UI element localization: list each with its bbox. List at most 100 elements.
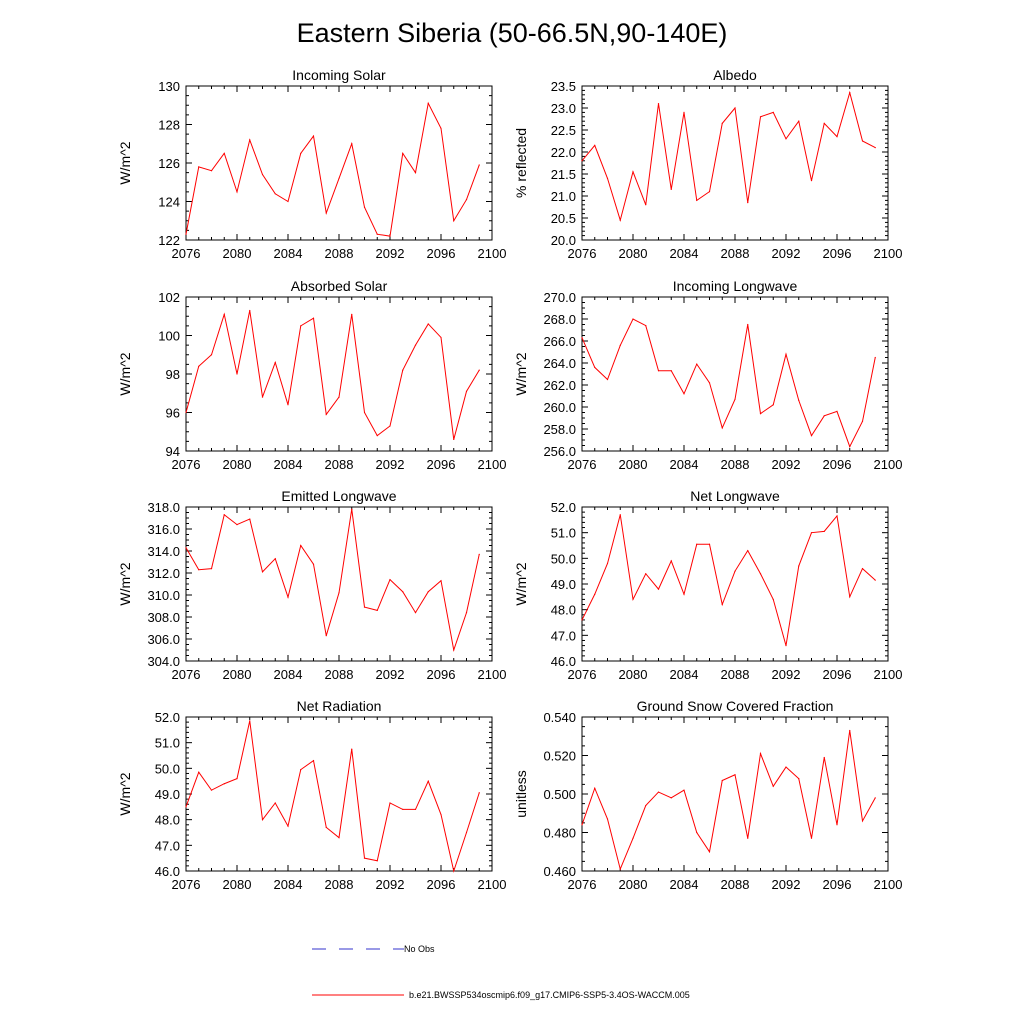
x-tick-label: 2088 — [325, 457, 354, 472]
y-tick-label: 128 — [158, 118, 180, 133]
panels: Incoming Solar W/m^2 2076 2080 2084 2088 2092 2… — [117, 67, 902, 892]
x-tick-label: 2096 — [427, 877, 456, 892]
data-point — [185, 411, 187, 414]
data-point — [453, 870, 455, 872]
x-tick-label: 2100 — [874, 667, 903, 682]
y-axis-label: W/m^2 — [117, 141, 133, 184]
data-point — [772, 598, 774, 601]
x-tick-label: 2092 — [772, 877, 801, 892]
data-point — [606, 562, 609, 565]
y-tick-label: 49.0 — [551, 577, 576, 592]
y-tick-label: 51.0 — [551, 526, 576, 541]
y-tick-label: 22.5 — [551, 123, 576, 138]
data-point — [210, 568, 213, 570]
data-point — [376, 860, 378, 862]
x-tick-label: 2080 — [223, 246, 252, 261]
data-point — [338, 177, 340, 179]
data-point — [785, 766, 787, 768]
x-tick-label: 2088 — [721, 877, 750, 892]
data-point — [185, 233, 187, 235]
y-tick-label: 316.0 — [147, 522, 180, 537]
legend-model-label: b.e21.BWSSP534oscmip6.f09_g17.CMIP6-SSP5… — [409, 990, 690, 1000]
y-tick-label: 21.5 — [551, 167, 576, 182]
data-point — [696, 831, 698, 834]
data-point — [632, 318, 634, 320]
data-point — [849, 729, 851, 732]
data-point — [670, 560, 672, 562]
y-tick-label: 266.0 — [543, 334, 576, 349]
data-point — [210, 789, 213, 791]
data-point — [261, 819, 264, 821]
data-point — [734, 107, 736, 109]
data-point — [606, 818, 609, 820]
y-tick-label: 312.0 — [147, 566, 180, 581]
y-axis-label: W/m^2 — [117, 772, 133, 815]
panel-title: Absorbed Solar — [291, 278, 388, 294]
data-point — [581, 824, 583, 826]
data-point — [785, 645, 787, 647]
data-point — [721, 427, 723, 429]
data-point — [223, 152, 225, 154]
y-tick-label: 52.0 — [551, 500, 576, 515]
data-point — [619, 868, 621, 870]
data-point — [734, 570, 736, 572]
series-line — [581, 730, 876, 871]
data-point — [198, 771, 200, 773]
data-point — [453, 438, 455, 441]
x-tick-label: 2096 — [427, 667, 456, 682]
chart-panel-3: Absorbed Solar W/m^2 2076 2080 2084 2088 2092 2… — [117, 278, 506, 472]
data-point — [223, 313, 225, 315]
data-point — [683, 393, 685, 395]
x-tick-label: 2100 — [874, 877, 903, 892]
data-point — [708, 191, 711, 193]
data-point — [836, 410, 838, 412]
x-tick-label: 2096 — [427, 457, 456, 472]
data-point — [402, 369, 404, 371]
data-point — [465, 831, 468, 834]
data-point — [696, 363, 698, 365]
y-tick-label: 260.0 — [543, 400, 576, 415]
y-tick-label: 264.0 — [543, 356, 576, 371]
data-point — [453, 220, 455, 222]
plot-frame — [581, 296, 889, 452]
panel-title: Emitted Longwave — [281, 488, 396, 504]
data-point — [198, 569, 200, 571]
data-point — [645, 804, 647, 807]
x-tick-label: 2080 — [619, 667, 648, 682]
data-point — [287, 404, 289, 406]
x-tick-label: 2096 — [427, 246, 456, 261]
data-point — [657, 370, 660, 372]
data-point — [351, 313, 353, 315]
data-point — [657, 103, 660, 105]
data-point — [338, 396, 340, 398]
data-point — [759, 116, 762, 118]
x-tick-label: 2100 — [478, 877, 507, 892]
data-point — [427, 102, 429, 104]
x-tick-label: 2096 — [823, 457, 852, 472]
data-point — [823, 756, 825, 759]
y-tick-label: 23.5 — [551, 79, 576, 94]
data-point — [619, 514, 621, 516]
data-point — [657, 588, 660, 590]
x-tick-label: 2076 — [172, 667, 201, 682]
data-point — [670, 188, 672, 190]
data-point — [708, 851, 711, 853]
x-tick-label: 2096 — [823, 246, 852, 261]
y-tick-label: 102 — [158, 290, 180, 305]
data-point — [849, 92, 851, 94]
data-point — [606, 177, 609, 179]
data-point — [351, 143, 353, 145]
x-tick-label: 2092 — [772, 246, 801, 261]
data-point — [861, 568, 864, 570]
series-line — [185, 101, 480, 237]
data-point — [312, 317, 315, 319]
data-point — [478, 553, 480, 555]
data-point — [798, 120, 800, 122]
data-point — [836, 824, 838, 826]
data-point — [389, 802, 391, 804]
data-point — [185, 806, 187, 808]
data-point — [670, 370, 672, 372]
y-tick-label: 94 — [166, 444, 180, 459]
data-point — [363, 606, 366, 608]
y-tick-label: 49.0 — [155, 787, 180, 802]
